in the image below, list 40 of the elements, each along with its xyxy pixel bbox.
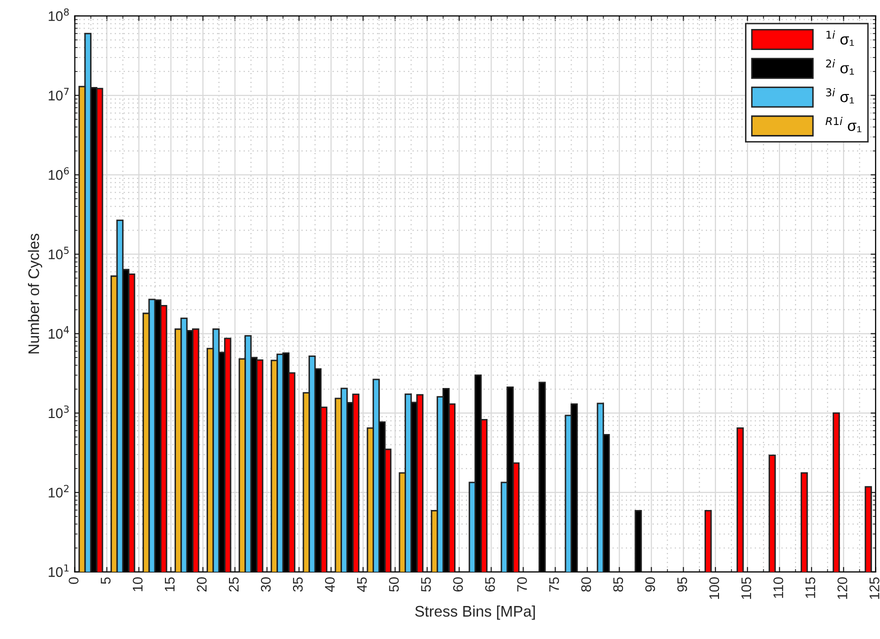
x-tick-label: 65	[485, 577, 495, 592]
x-tick-label: 80	[581, 577, 592, 592]
x-tick-label: 45	[357, 577, 367, 592]
y-tick-label: 10$^{1}$	[48, 564, 69, 577]
x-tick-label: 10	[132, 577, 143, 592]
y-tick-label: 10$^{4}$	[48, 326, 69, 339]
x-tick-label: 95	[677, 577, 688, 592]
x-tick-label: 100	[709, 577, 720, 599]
x-tick-label: 35	[292, 577, 303, 592]
y-tick-label: 10$^{3}$	[48, 405, 69, 418]
x-tick-label: 105	[741, 577, 752, 599]
legend-label: $^{1i}$ σ₁	[826, 30, 854, 46]
x-tick-label: 0	[68, 577, 79, 584]
x-tick-label: 55	[421, 577, 431, 592]
y-tick-label: 10$^{7}$	[48, 88, 69, 100]
y-tick-label: 10$^{6}$	[48, 167, 69, 180]
y-tick-label: 10$^{8}$	[48, 8, 69, 22]
x-tick-label: 120	[837, 577, 848, 599]
x-tick-label: 5	[100, 577, 111, 584]
legend-label: $^{2i}$ σ₁	[826, 59, 854, 75]
x-tick-label: 75	[549, 577, 560, 592]
x-tick-label: 70	[517, 577, 527, 592]
x-tick-label: 60	[453, 577, 463, 592]
x-tick-label: 20	[196, 577, 207, 592]
x-tick-label: 110	[773, 577, 784, 598]
x-tick-label: 25	[228, 577, 239, 592]
x-tick-label: 40	[324, 577, 335, 592]
x-tick-label: 115	[806, 577, 816, 598]
x-tick-label: 125	[869, 577, 880, 599]
x-tick-label: 15	[164, 577, 175, 592]
x-tick-label: 50	[389, 577, 399, 592]
x-tick-label: 30	[260, 577, 271, 592]
x-tick-label: 90	[645, 577, 656, 592]
y-axis-title: Number of Cycles	[28, 234, 42, 354]
x-axis-title: Stress Bins [MPa]	[415, 605, 535, 620]
legend-label: $^{R1i}$ σ₁	[826, 116, 862, 132]
legend-label: $^{3i}$ σ₁	[826, 88, 854, 104]
x-tick-label: 85	[613, 577, 624, 592]
y-tick-label: 10$^{2}$	[48, 484, 69, 498]
y-tick-label: 10$^{5}$	[48, 246, 69, 260]
